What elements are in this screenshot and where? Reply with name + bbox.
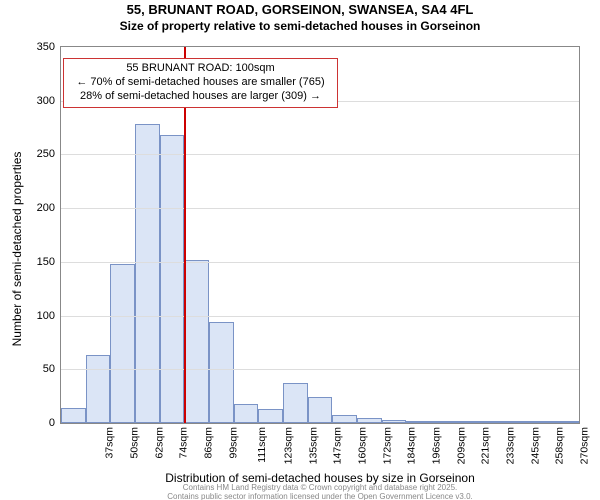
- y-tick-label: 350: [37, 41, 55, 53]
- y-tick-label: 200: [37, 202, 55, 214]
- histogram-bar: [456, 421, 481, 423]
- histogram-bar: [357, 418, 382, 423]
- histogram-bar: [110, 264, 135, 423]
- annotation-line2: ← 70% of semi-detached houses are smalle…: [76, 76, 324, 88]
- histogram-bar: [382, 420, 407, 423]
- annotation-line3: 28% of semi-detached houses are larger (…: [80, 90, 321, 102]
- x-tick-label: 209sqm: [455, 427, 467, 464]
- x-tick-label: 221sqm: [480, 427, 492, 464]
- x-tick-label: 50sqm: [129, 427, 141, 459]
- x-tick-label: 147sqm: [332, 427, 344, 464]
- y-tick-label: 150: [37, 256, 55, 268]
- histogram-bar: [61, 408, 86, 423]
- x-tick-label: 99sqm: [227, 427, 239, 459]
- histogram-bar: [332, 415, 357, 423]
- histogram-bar: [480, 421, 505, 423]
- x-tick-label: 135sqm: [307, 427, 319, 464]
- annotation-box: 55 BRUNANT ROAD: 100sqm ← 70% of semi-det…: [63, 58, 338, 107]
- histogram-bar: [505, 421, 530, 423]
- annotation-line1: 55 BRUNANT ROAD: 100sqm: [126, 62, 274, 74]
- plot-area: 05010015020025030035055 BRUNANT ROAD: 10…: [60, 46, 580, 424]
- x-tick-label: 111sqm: [256, 427, 268, 463]
- x-tick-label: 233sqm: [504, 427, 516, 464]
- x-tick-label: 196sqm: [430, 427, 442, 464]
- x-tick-label: 258sqm: [554, 427, 566, 464]
- x-tick-label: 86sqm: [203, 427, 215, 459]
- chart-title: 55, BRUNANT ROAD, GORSEINON, SWANSEA, SA…: [0, 2, 600, 17]
- chart-title-block: 55, BRUNANT ROAD, GORSEINON, SWANSEA, SA…: [0, 2, 600, 33]
- x-tick-label: 160sqm: [356, 427, 368, 464]
- attribution-line1: Contains HM Land Registry data © Crown c…: [183, 483, 458, 492]
- x-tick-label: 62sqm: [153, 427, 165, 459]
- chart-container: { "chart": { "type": "histogram", "title…: [0, 0, 600, 500]
- histogram-bar: [258, 409, 283, 423]
- chart-subtitle: Size of property relative to semi-detach…: [0, 19, 600, 33]
- histogram-bar: [283, 383, 308, 423]
- histogram-bar: [431, 421, 456, 423]
- x-tick-label: 270sqm: [578, 427, 590, 464]
- attribution-line2: Contains public sector information licen…: [167, 492, 473, 500]
- y-tick-label: 250: [37, 148, 55, 160]
- attribution-text: Contains HM Land Registry data © Crown c…: [60, 484, 580, 500]
- histogram-bar: [86, 355, 111, 423]
- y-axis-label: Number of semi-detached properties: [10, 60, 24, 438]
- histogram-bar: [554, 421, 579, 423]
- histogram-bar: [406, 421, 431, 423]
- histogram-bar: [308, 397, 333, 423]
- histogram-bar: [184, 260, 209, 423]
- x-tick-label: 172sqm: [381, 427, 393, 464]
- y-tick-label: 50: [43, 363, 55, 375]
- x-axis-ticks: 37sqm 50sqm 62sqm 74sqm 86sqm 99sqm 111sqm 123s…: [60, 424, 580, 474]
- histogram-bar: [209, 322, 234, 423]
- histogram-bar: [234, 404, 259, 423]
- y-tick-label: 100: [37, 310, 55, 322]
- histogram-bar: [530, 421, 555, 423]
- x-tick-label: 37sqm: [104, 427, 116, 459]
- y-tick-label: 300: [37, 95, 55, 107]
- x-tick-label: 184sqm: [406, 427, 418, 464]
- x-tick-label: 74sqm: [178, 427, 190, 459]
- x-tick-label: 123sqm: [282, 427, 294, 464]
- x-tick-label: 245sqm: [529, 427, 541, 464]
- histogram-bar: [160, 135, 185, 423]
- histogram-bar: [135, 124, 160, 423]
- y-tick-label: 0: [49, 417, 55, 429]
